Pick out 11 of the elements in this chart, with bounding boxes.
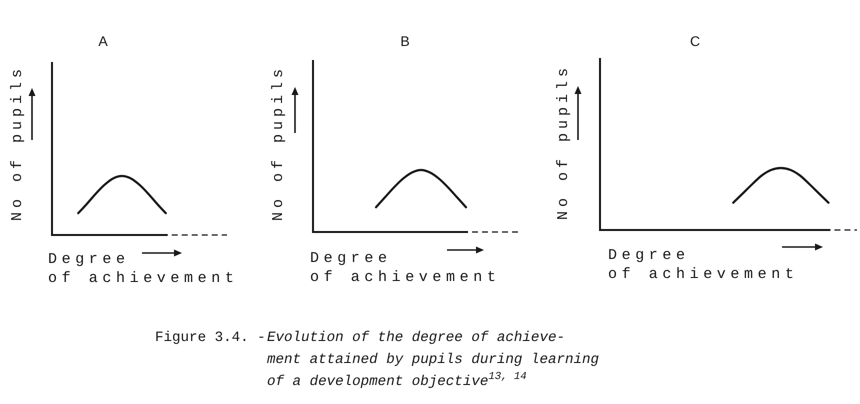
y-axis-title: No of pupils — [8, 64, 26, 222]
x-axis-title: Degree of achievement — [310, 250, 500, 286]
chart-title: A — [98, 33, 108, 49]
text: Evolution of the degree of achieve- ment attained by pupils during learning of a development objective$^{13, 14}$ — [267, 330, 600, 390]
x-axis-title: Degree of achievement — [608, 247, 798, 283]
x-axis-title: Degree of achievement — [48, 251, 238, 287]
y-axis-title: No of pupils — [270, 64, 286, 222]
chart-title: C — [690, 33, 700, 49]
chart-title: B — [400, 33, 410, 49]
caption: Figure 3.4. - — [155, 330, 266, 346]
y-axis-title: No of pupils — [554, 64, 572, 220]
